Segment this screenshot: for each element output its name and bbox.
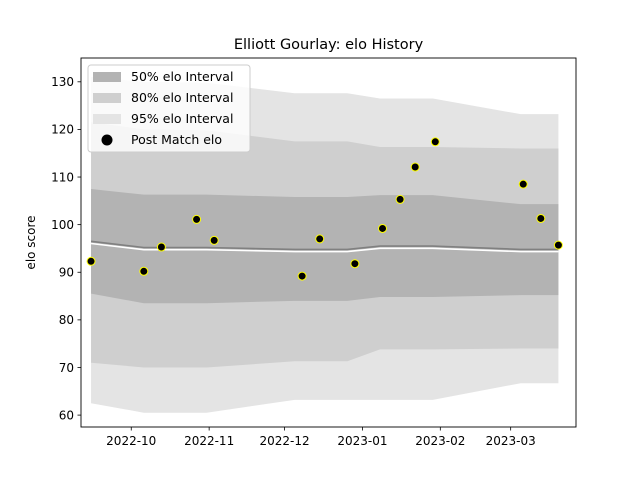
- legend-swatch-band95: [93, 114, 121, 124]
- y-tick-label: 80: [59, 313, 74, 327]
- x-tick-label: 2022-10: [106, 434, 156, 448]
- legend-box: [87, 64, 251, 153]
- band-50: [91, 188, 559, 304]
- y-tick-label: 60: [59, 408, 74, 422]
- post-match-point: [192, 214, 202, 224]
- y-tick-label: 90: [59, 266, 74, 280]
- y-tick-label: 130: [51, 75, 74, 89]
- post-match-point: [350, 259, 360, 269]
- legend-point-marker: [101, 134, 113, 146]
- x-tick-label: 2023-01: [337, 434, 387, 448]
- interval-bands: [91, 77, 559, 413]
- legend-label: 80% elo Interval: [131, 90, 233, 105]
- post-match-point: [430, 137, 440, 147]
- post-match-point: [395, 194, 405, 204]
- legend-swatch-band50: [93, 72, 121, 82]
- post-match-point: [536, 213, 546, 223]
- post-match-point: [139, 266, 149, 276]
- legend-label: 95% elo Interval: [131, 111, 233, 126]
- x-tick-label: 2022-11: [184, 434, 234, 448]
- post-match-point: [553, 240, 563, 250]
- legend-label: Post Match elo: [131, 132, 222, 147]
- y-tick-label: 110: [51, 170, 74, 184]
- chart-title: Elliott Gourlay: elo History: [234, 37, 424, 53]
- post-match-point: [518, 179, 528, 189]
- legend: 50% elo Interval 80% elo Interval 95% elo …: [87, 64, 251, 153]
- post-match-point: [209, 235, 219, 245]
- y-tick-label: 100: [51, 218, 74, 232]
- post-match-point: [297, 271, 307, 281]
- y-axis-label: elo score: [24, 215, 38, 269]
- y-tick-label: 120: [51, 123, 74, 137]
- y-tick-label: 70: [59, 361, 74, 375]
- post-match-point: [378, 223, 388, 233]
- y-axis: 60 70 80 90 100 110 120 130: [51, 75, 81, 422]
- x-tick-label: 2023-03: [486, 434, 536, 448]
- post-match-point: [86, 256, 96, 266]
- post-match-point: [315, 234, 325, 244]
- legend-swatch-band80: [93, 93, 121, 103]
- x-tick-label: 2023-02: [415, 434, 465, 448]
- post-match-points: [86, 137, 563, 281]
- legend-label: 50% elo Interval: [131, 69, 233, 84]
- plot-frame: [80, 57, 577, 428]
- post-match-point: [156, 242, 166, 252]
- x-axis: 2022-10 2022-11 2022-12 2023-01 2023-02 2023-…: [106, 427, 536, 448]
- x-tick-label: 2022-12: [259, 434, 309, 448]
- post-match-point: [410, 162, 420, 172]
